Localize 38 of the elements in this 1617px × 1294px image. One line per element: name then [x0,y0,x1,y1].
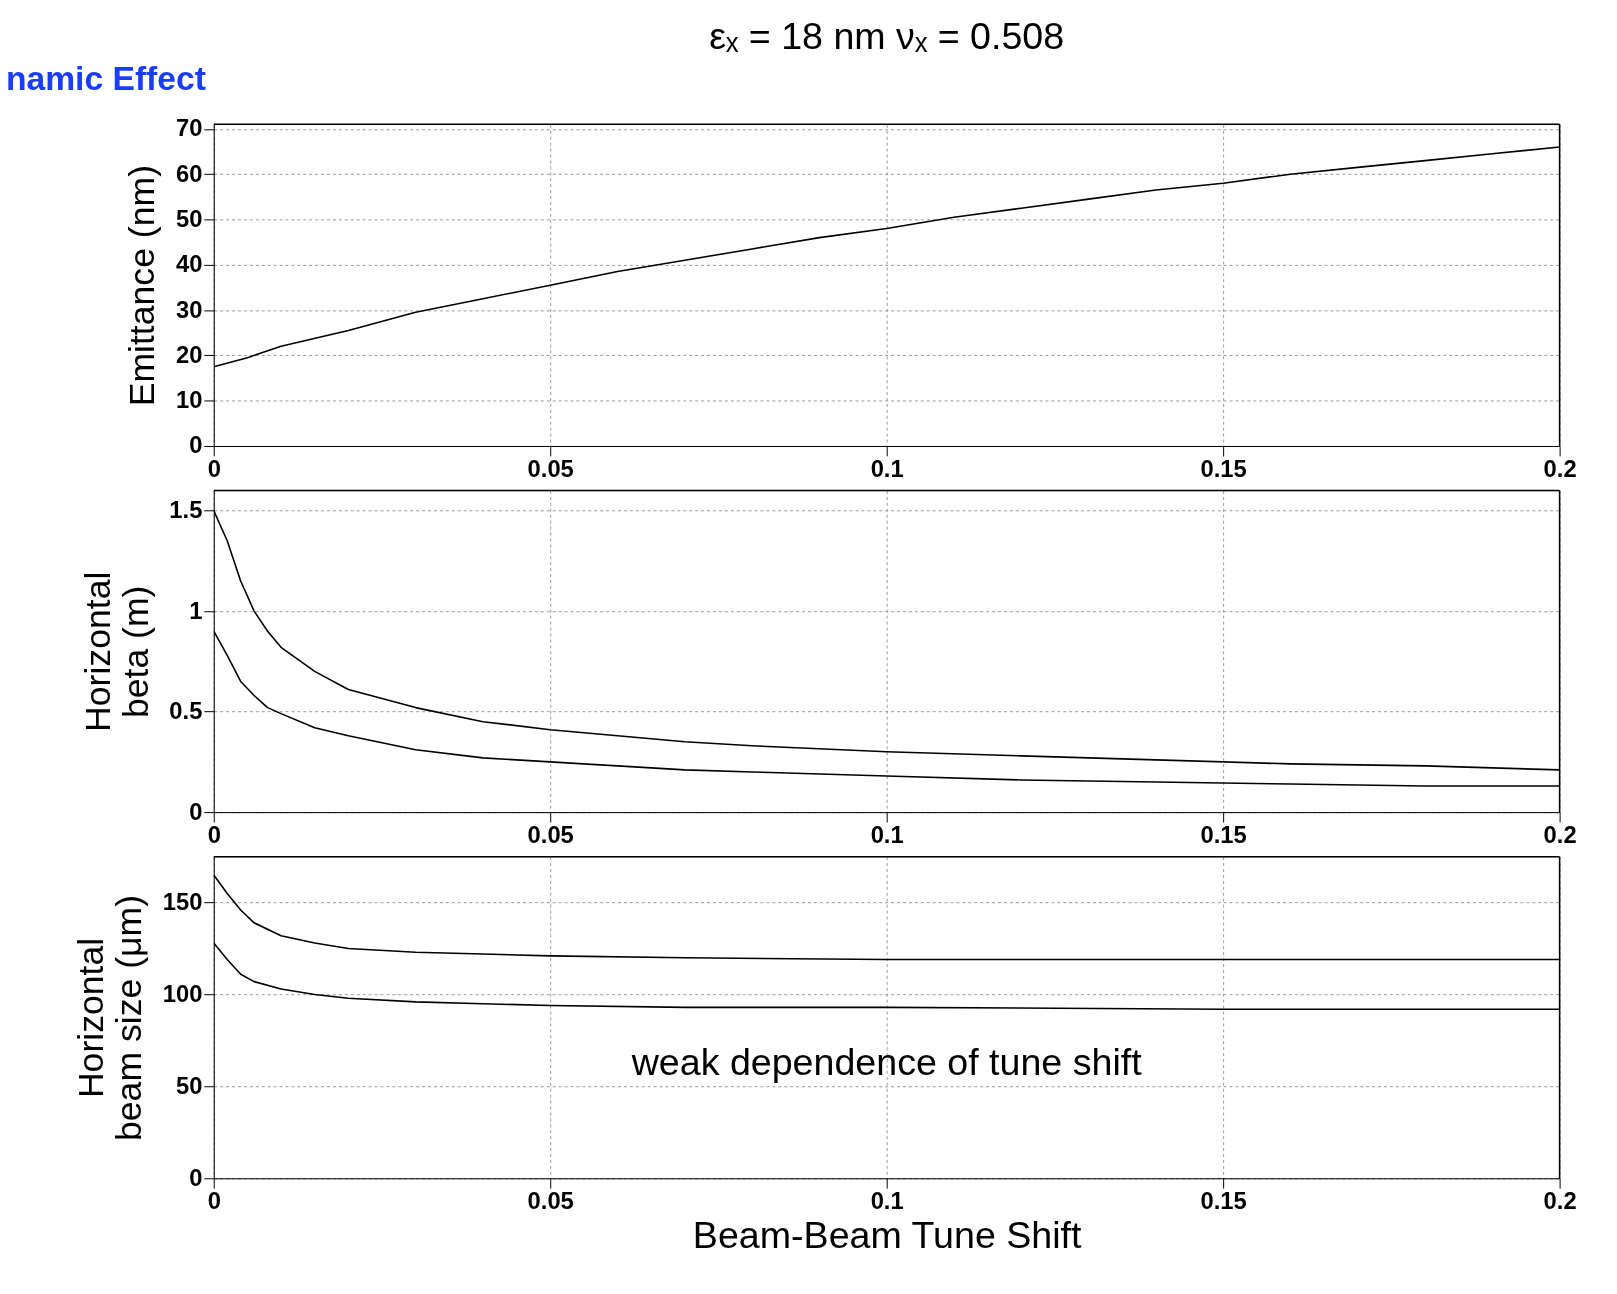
x-tick-label: 0.1 [870,455,904,483]
y-axis-title: Horizontal beam size (μm) [71,894,149,1142]
x-axis-title: Beam-Beam Tune Shift [692,1214,1083,1257]
x-tick-label: 0 [207,455,221,483]
x-tick-label: 0.2 [1543,455,1577,483]
x-tick-label: 0.2 [1543,1187,1577,1215]
y-tick-label: 0 [189,431,203,459]
y-tick-label: 70 [175,114,203,142]
x-tick-label: 0.15 [1200,455,1247,483]
x-tick-label: 0 [207,821,221,849]
y-tick-label: 40 [175,250,203,278]
x-tick-label: 0.1 [870,1187,904,1215]
y-tick-label: 10 [175,386,203,414]
y-tick-label: 100 [162,979,203,1007]
y-tick-label: 150 [162,888,203,916]
text: namic Effect [5,59,206,97]
x-tick-label: 0.2 [1543,821,1577,849]
x-tick-label: 0 [207,1187,221,1215]
y-tick-label: 20 [175,340,203,368]
annotation: weak dependence of tune shift [630,1041,1143,1084]
y-tick-label: 0 [189,1163,203,1191]
y-axis-title: Emittance (nm) [122,164,163,407]
y-tick-label: 60 [175,159,203,187]
y-tick-label: 1 [189,596,203,624]
y-tick-label: 50 [175,204,203,232]
x-tick-label: 0.05 [527,1187,574,1215]
y-tick-label: 50 [175,1071,203,1099]
y-axis-title: Horizontal beta (m) [77,571,156,732]
x-tick-label: 0.05 [527,455,574,483]
chart-title: εₓ = 18 nm νₓ = 0.508 [709,15,1065,58]
y-tick-label: 1.5 [169,496,203,524]
x-tick-label: 0.15 [1200,821,1247,849]
x-tick-label: 0.15 [1200,1187,1247,1215]
y-tick-label: 30 [175,295,203,323]
x-tick-label: 0.05 [527,821,574,849]
x-tick-label: 0.1 [870,821,904,849]
y-tick-label: 0.5 [169,697,203,725]
y-tick-label: 0 [189,797,203,825]
